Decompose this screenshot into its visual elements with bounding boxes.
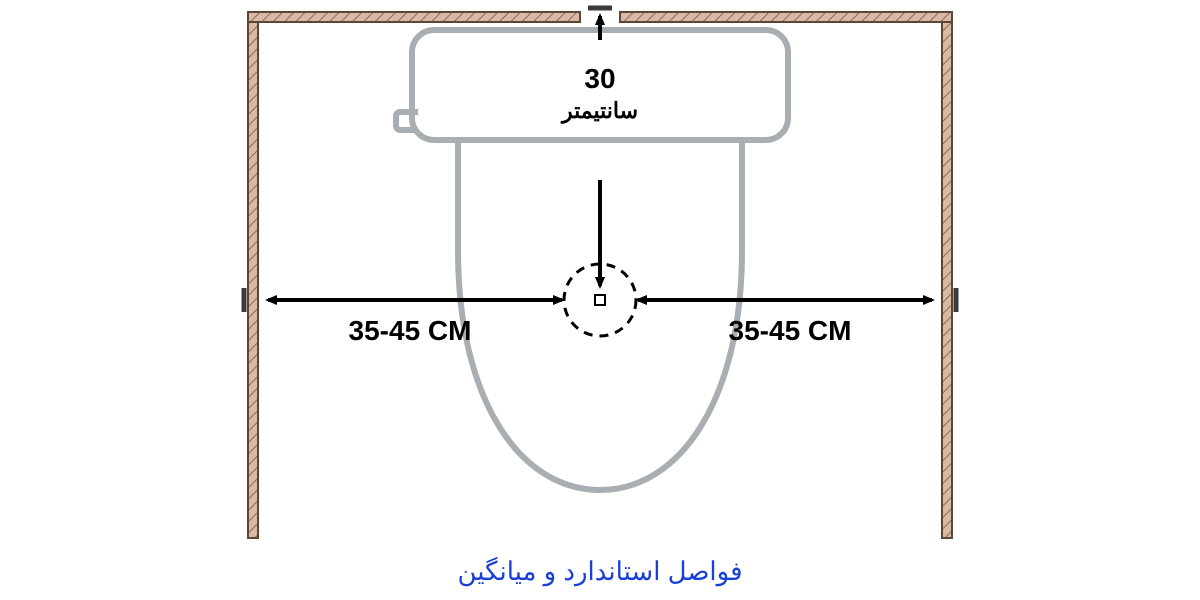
left-dim: 35-45 CM <box>349 315 472 346</box>
diagram-canvas: 30 سانتیمتر 35-45 CM 35-45 CM فواصل استا… <box>0 0 1200 600</box>
top-unit: سانتیمتر <box>560 98 638 124</box>
top-value: 30 <box>584 63 615 94</box>
right-dim: 35-45 CM <box>729 315 852 346</box>
caption: فواصل استاندارد و میانگین <box>457 556 742 587</box>
dimension-arrows <box>268 16 932 300</box>
